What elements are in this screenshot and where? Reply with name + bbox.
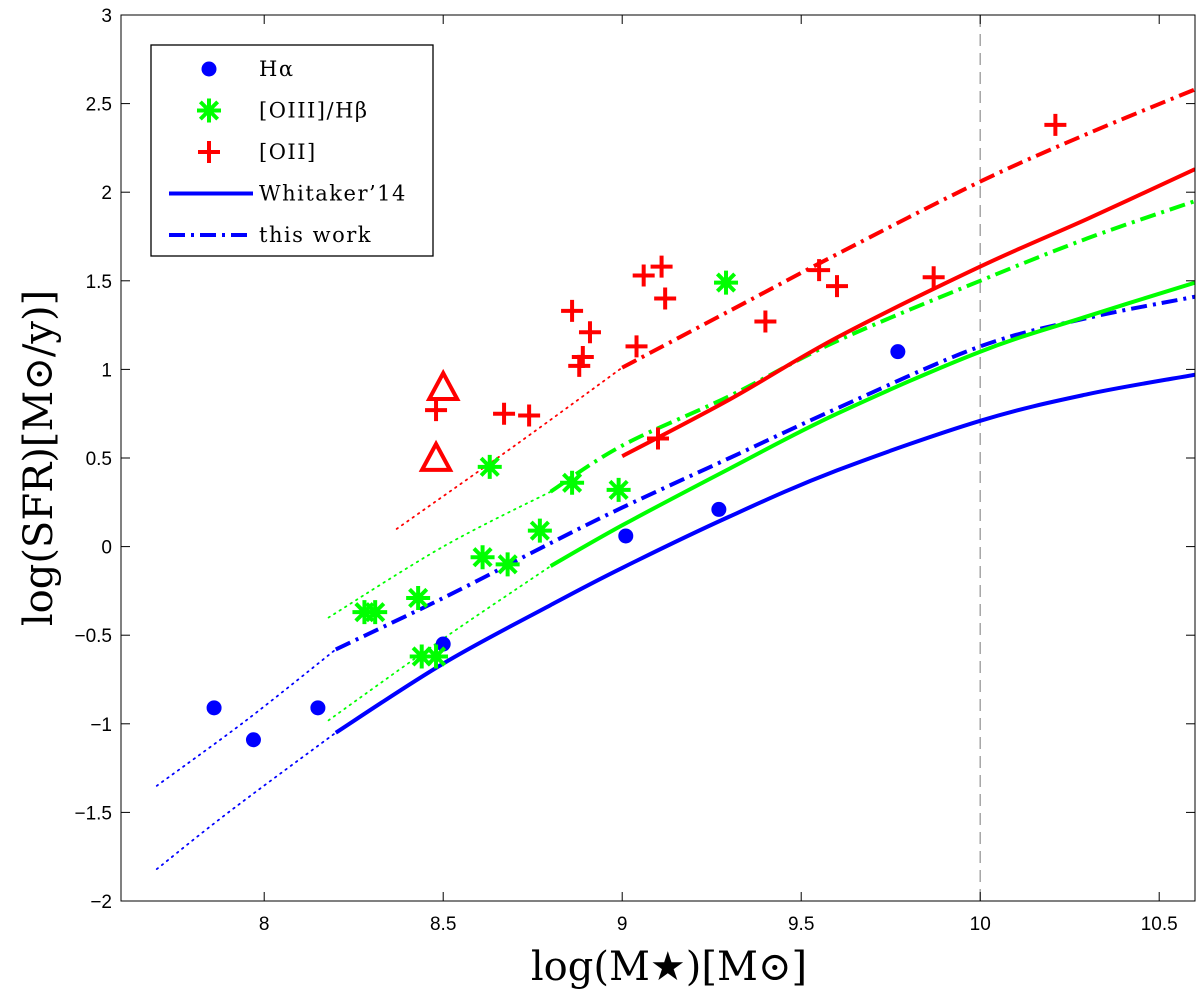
- oii-point: [654, 287, 677, 310]
- oiii-point: [470, 545, 495, 570]
- x-axis-label: log(M★)[M⊙]: [531, 944, 807, 990]
- y-tick-label: 1.5: [86, 272, 112, 293]
- legend-label: [OIII]/Hβ: [259, 99, 369, 123]
- x-tick-label: 10.5: [1141, 914, 1178, 935]
- y-tick-label: 0: [101, 538, 112, 559]
- oii-point: [425, 399, 448, 422]
- legend-label: Whitaker’14: [259, 182, 407, 206]
- oii-point: [808, 259, 831, 282]
- x-tick-label: 9.5: [788, 914, 814, 935]
- oiii-point: [197, 98, 221, 123]
- oii-triangle-point: [418, 439, 454, 472]
- plot-frame: [120, 14, 1196, 902]
- halpha-point: [201, 61, 217, 77]
- oii-point: [632, 264, 655, 287]
- curve-this-work-oiii-h-: [549, 199, 1195, 494]
- y-tick-label: −0.5: [74, 626, 112, 647]
- halpha-point: [618, 528, 634, 544]
- oiii-point: [495, 552, 520, 577]
- oiii-point: [477, 454, 502, 479]
- y-axis-label: log(SFR)[M⊙/y)]: [16, 290, 62, 626]
- oii-triangle-point: [425, 368, 461, 402]
- curve-whitaker-14-oiii-h-: [549, 280, 1195, 568]
- curve-whitaker-14-oiii-h-extrapolated: [327, 565, 552, 722]
- oii-point: [571, 345, 594, 368]
- oiii-point: [560, 470, 585, 495]
- oii-point: [578, 321, 601, 344]
- plot-area: [155, 15, 1195, 901]
- halpha-point: [435, 636, 451, 652]
- oii-point: [1044, 113, 1067, 136]
- curve-whitaker-14-oii-: [621, 167, 1195, 458]
- oii-point: [647, 427, 669, 450]
- curve-whitaker-14-h-extrapolated: [155, 731, 337, 870]
- axes-ticks: 8 8.5 9 9.5 10 10.5 −2 −1.5 −1 −0.5 0 0.5 1 1.5 2 2.5 3: [74, 6, 1195, 935]
- y-tick-label: 2: [101, 183, 112, 204]
- y-tick-label: −2: [90, 892, 112, 913]
- y-tick-label: 2.5: [86, 95, 112, 116]
- legend-label: [OII]: [259, 140, 317, 164]
- oiii-point: [527, 518, 552, 543]
- halpha-point: [711, 501, 727, 517]
- oii-point: [650, 255, 673, 278]
- oii-point: [826, 275, 848, 298]
- x-tick-label: 9: [617, 914, 628, 935]
- halpha-point: [310, 700, 326, 716]
- oiii-point: [409, 644, 434, 669]
- oiii-point: [406, 585, 431, 610]
- halpha-point: [245, 732, 261, 748]
- oiii-point: [363, 600, 388, 625]
- curve-whitaker-14-h-: [334, 372, 1195, 735]
- legend-label: Hα: [259, 57, 295, 81]
- y-tick-label: 0.5: [86, 449, 112, 470]
- oii-point: [493, 402, 516, 425]
- x-tick-label: 10: [970, 914, 991, 935]
- x-tick-label: 8: [259, 914, 270, 935]
- y-tick-label: −1: [90, 715, 112, 736]
- oii-point: [625, 335, 648, 358]
- oii-point: [922, 266, 945, 289]
- halpha-point: [890, 344, 906, 360]
- halpha-point: [206, 700, 222, 716]
- oii-point: [518, 404, 541, 427]
- oiii-point: [714, 270, 739, 295]
- oiii-point: [606, 477, 631, 502]
- y-tick-label: −1.5: [74, 803, 112, 824]
- oii-point: [561, 299, 584, 322]
- curve-this-work-oii-: [621, 87, 1195, 370]
- curve-this-work-oii-extrapolated: [395, 366, 624, 530]
- oii-point: [754, 310, 777, 333]
- y-tick-label: 1: [101, 360, 112, 381]
- curve-this-work-h-: [334, 294, 1195, 652]
- legend: Hα [OIII]/Hβ [OII] Whitaker’14 this work: [150, 44, 434, 257]
- oiii-point: [424, 644, 449, 669]
- oii-point: [198, 141, 220, 163]
- legend-label: this work: [259, 223, 372, 247]
- y-tick-label: 3: [101, 6, 112, 27]
- curve-this-work-h-extrapolated: [155, 648, 337, 787]
- x-tick-label: 8.5: [430, 914, 456, 935]
